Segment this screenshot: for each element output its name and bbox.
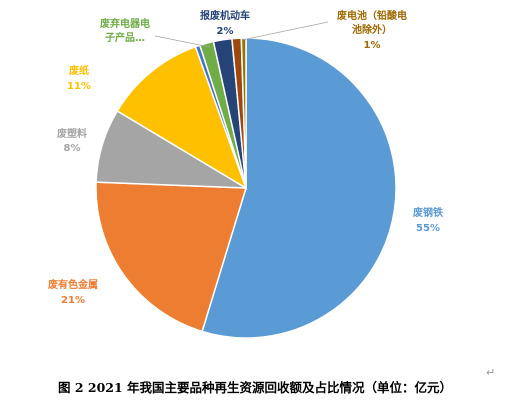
label-nonferrous-name: 废有色金属	[48, 278, 98, 291]
label-eee-line2: 子产品…	[105, 31, 145, 44]
figure-caption: 图 2 2021 年我国主要品种再生资源回收额及占比情况（单位：亿元）	[57, 380, 453, 395]
pie-chart: 废钢铁 55% 废有色金属 21% 废塑料 8% 废纸 11% 废弃电器电 子产…	[48, 9, 443, 339]
label-plastic-name: 废塑料	[57, 127, 87, 140]
label-battery-line2: 池除外）	[352, 23, 392, 36]
leader-line-battery	[241, 21, 329, 41]
label-steel-pct: 55%	[416, 223, 440, 234]
label-battery-pct: 1%	[364, 40, 381, 51]
pie-slice-1	[95, 181, 248, 333]
pie-slice-8	[240, 37, 247, 189]
label-vehicle-pct: 2%	[217, 26, 234, 37]
leader-line-eee	[154, 35, 211, 48]
label-steel-name: 废钢铁	[413, 206, 443, 219]
label-plastic-pct: 8%	[64, 143, 81, 154]
label-eee-line1: 废弃电器电	[100, 17, 150, 30]
pie-slice-3	[116, 45, 248, 190]
label-vehicle-name: 报废机动车	[200, 9, 250, 22]
label-nonferrous-pct: 21%	[61, 295, 85, 306]
label-battery-line1: 废电池（铅酸电	[337, 9, 407, 22]
pie-chart-svg: 废钢铁 55% 废有色金属 21% 废塑料 8% 废纸 11% 废弃电器电 子产…	[48, 9, 443, 339]
paragraph-return-mark: ↵	[486, 366, 496, 379]
label-paper-name: 废纸	[69, 64, 89, 77]
pie-slice-0	[201, 37, 397, 339]
label-paper-pct: 11%	[67, 81, 91, 92]
